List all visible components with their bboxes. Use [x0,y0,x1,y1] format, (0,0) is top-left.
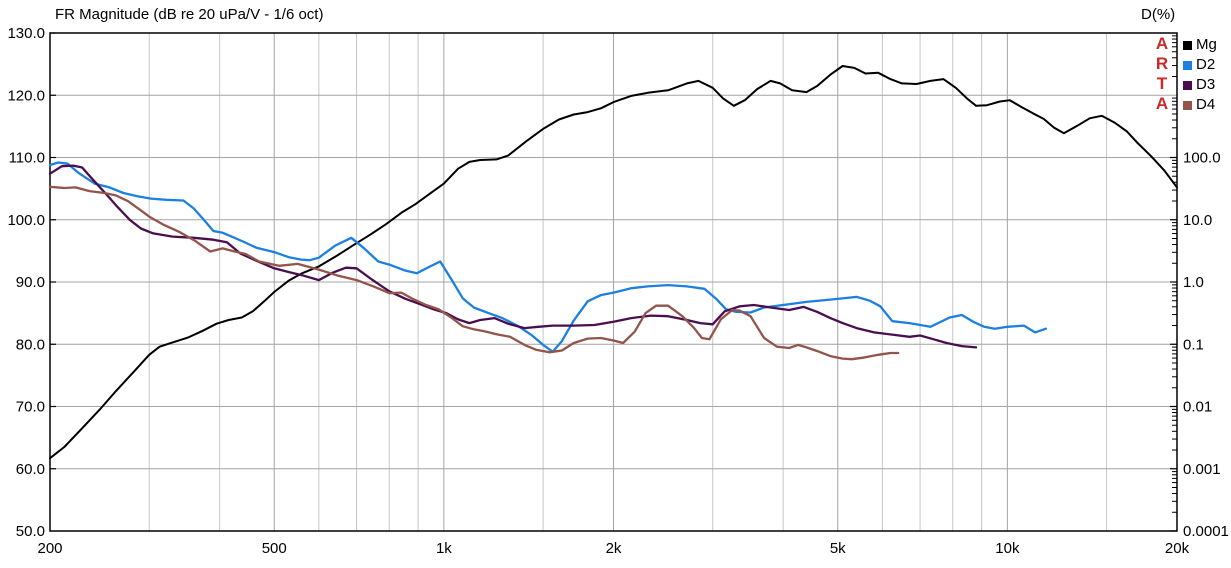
x-axis-label: 2k [606,540,622,557]
legend-label: D3 [1196,76,1216,93]
legend-label: Mg [1196,36,1217,53]
series-d2 [48,161,1047,353]
legend-swatch-d4 [1183,100,1192,110]
y-axis-label: 70.0 [16,399,45,416]
y2-axis-label: 1.0 [1183,274,1204,291]
arta-letter: T [1156,74,1168,93]
legend-swatch-mg [1183,40,1192,50]
series-mg [49,65,1178,460]
right-axis-title: D(%) [1141,6,1176,23]
y2-axis-label: 0.001 [1183,461,1221,478]
y-axis-label: 50.0 [16,523,45,540]
x-axis-label: 200 [37,540,62,557]
legend-item-d2: D2 [1183,56,1216,73]
legend-swatch-d3 [1183,80,1192,90]
legend-swatch-d2 [1183,60,1192,70]
series-d4 [48,185,900,361]
y-axis-label: 60.0 [16,461,45,478]
x-axis-label: 5k [830,540,846,557]
x-axis-label: 10k [995,540,1020,557]
series-d3 [48,164,978,349]
arta-letter: A [1155,94,1169,113]
arta-letter: A [1155,34,1169,53]
y-axis-label: 130.0 [7,25,45,42]
legend-label: D2 [1196,56,1216,73]
chart-title: FR Magnitude (dB re 20 uPa/V - 1/6 oct) [55,6,324,23]
y2-axis-label: 0.01 [1183,399,1212,416]
arta-letter: R [1155,54,1169,73]
y2-axis-label: 0.0001 [1183,523,1229,540]
legend-item-d4: D4 [1183,96,1216,113]
y-axis-label: 90.0 [16,274,45,291]
legend-item-d3: D3 [1183,76,1216,93]
x-axis-label: 20k [1165,540,1190,557]
y2-axis-label: 100.0 [1183,150,1221,167]
legend-item-mg: Mg [1183,36,1217,53]
x-axis-label: 500 [262,540,287,557]
y-axis-label: 100.0 [7,212,45,229]
y2-axis-label: 0.1 [1183,336,1204,353]
y-axis-label: 120.0 [7,87,45,104]
legend-label: D4 [1196,96,1216,113]
y-axis-label: 80.0 [16,336,45,353]
x-axis-label: 1k [436,540,452,557]
y2-axis-label: 10.0 [1183,212,1212,229]
y-axis-label: 110.0 [9,150,45,167]
